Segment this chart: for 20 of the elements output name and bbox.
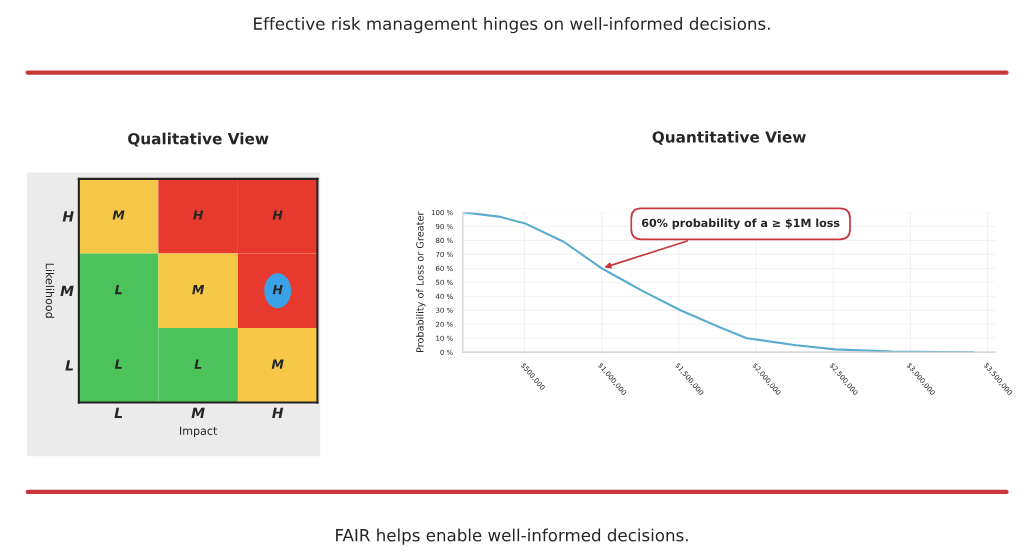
text: M xyxy=(192,285,205,295)
x-tick-label: M xyxy=(191,407,205,418)
y-axis-title: Probability of Loss or Greater xyxy=(416,211,426,353)
text: H xyxy=(193,210,204,220)
x-axis-title: Impact xyxy=(180,426,218,438)
x-tick-label: L xyxy=(114,407,123,418)
annotation: 60% probability of a ≥ $1M loss xyxy=(641,218,840,230)
text: M xyxy=(112,210,125,220)
x-tick-label: H xyxy=(272,407,284,418)
chart-title: Qualitative View xyxy=(128,132,269,147)
line-series xyxy=(463,212,975,353)
y-axis-title: Likelihood xyxy=(45,263,55,318)
y-tick-label: H xyxy=(62,211,74,222)
y-tick-label: M xyxy=(60,285,74,296)
text: H xyxy=(272,285,283,295)
text: L xyxy=(114,285,122,295)
chart-title: Quantitative View xyxy=(652,130,806,145)
text: H xyxy=(272,210,283,220)
text: FAIR helps enable well-informed decisions. xyxy=(336,528,688,545)
text: Effective risk management hinges on well-informed decisions. xyxy=(254,17,770,34)
